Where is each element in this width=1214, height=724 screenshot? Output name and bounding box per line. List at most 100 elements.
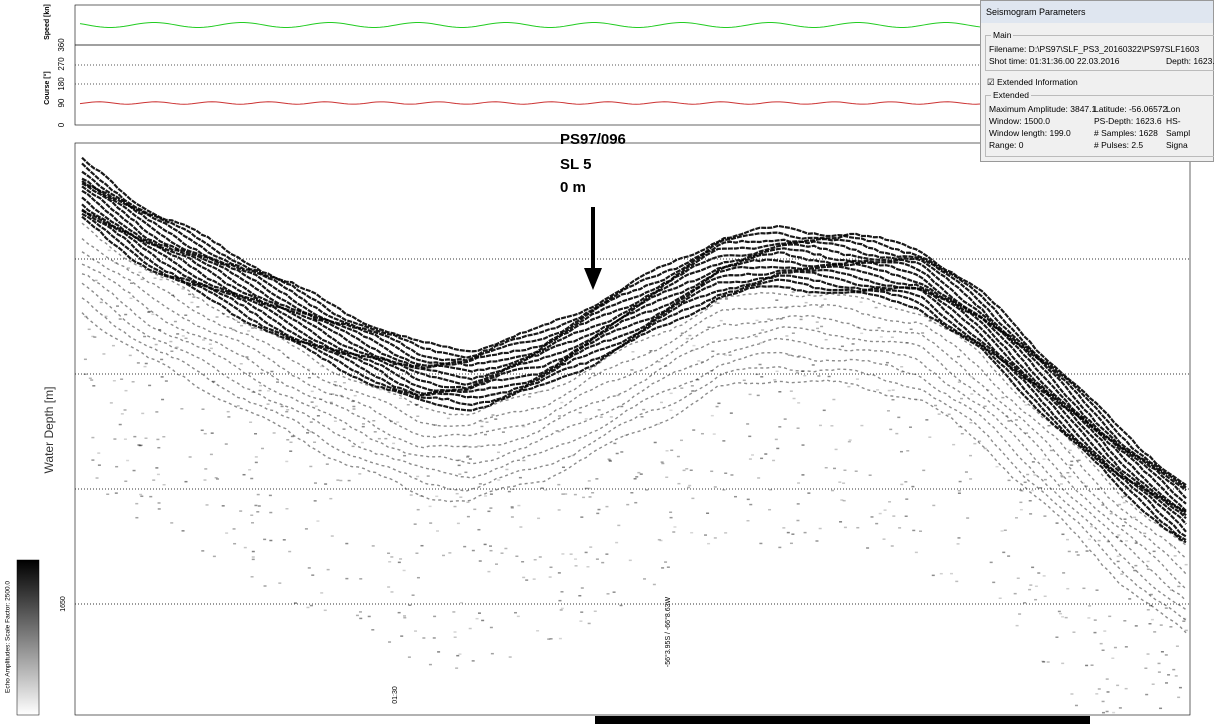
noise bbox=[464, 471, 468, 474]
noise bbox=[786, 531, 790, 534]
noise bbox=[171, 294, 175, 297]
reflector bbox=[81, 182, 1187, 512]
noise bbox=[489, 493, 493, 495]
noise bbox=[188, 456, 192, 458]
reflector bbox=[81, 215, 1187, 544]
noise bbox=[630, 369, 634, 371]
noise bbox=[722, 440, 726, 442]
noise bbox=[87, 328, 91, 331]
annotation: SL 5 bbox=[560, 156, 591, 173]
noise bbox=[457, 464, 461, 467]
noise bbox=[162, 435, 166, 438]
noise bbox=[201, 408, 205, 410]
noise bbox=[112, 380, 116, 382]
noise bbox=[664, 561, 668, 563]
noise bbox=[742, 379, 746, 382]
noise bbox=[729, 412, 733, 414]
noise bbox=[209, 453, 213, 456]
noise bbox=[90, 379, 94, 381]
noise bbox=[915, 398, 919, 401]
noise bbox=[778, 426, 782, 428]
noise bbox=[234, 319, 238, 321]
noise bbox=[652, 583, 656, 586]
noise bbox=[205, 504, 209, 506]
noise bbox=[537, 517, 541, 520]
noise bbox=[1177, 585, 1181, 588]
noise bbox=[1057, 610, 1061, 613]
field: PS-Depth: 1623.6 bbox=[1094, 116, 1162, 126]
noise bbox=[313, 441, 317, 443]
noise bbox=[579, 620, 583, 622]
noise bbox=[138, 271, 142, 274]
noise bbox=[116, 305, 120, 307]
noise bbox=[118, 318, 122, 320]
noise bbox=[353, 394, 357, 397]
noise bbox=[120, 378, 124, 380]
noise bbox=[389, 420, 393, 423]
noise bbox=[494, 418, 498, 420]
noise bbox=[270, 370, 274, 373]
noise bbox=[785, 335, 789, 337]
noise bbox=[152, 479, 156, 481]
noise bbox=[491, 414, 495, 416]
noise bbox=[330, 535, 334, 537]
noise bbox=[326, 568, 330, 571]
noise bbox=[387, 586, 391, 588]
noise bbox=[617, 524, 621, 527]
noise bbox=[138, 444, 142, 447]
noise bbox=[1105, 710, 1109, 713]
noise bbox=[601, 561, 605, 564]
noise bbox=[329, 401, 333, 404]
noise bbox=[170, 522, 174, 524]
noise bbox=[751, 454, 755, 456]
noise bbox=[1029, 513, 1033, 515]
noise bbox=[1055, 522, 1059, 524]
noise bbox=[1145, 693, 1149, 696]
noise bbox=[208, 343, 212, 345]
noise bbox=[1059, 612, 1063, 615]
noise bbox=[285, 410, 289, 413]
noise bbox=[605, 553, 609, 555]
noise bbox=[1093, 631, 1097, 634]
noise bbox=[1177, 696, 1181, 699]
noise bbox=[842, 499, 846, 502]
noise bbox=[485, 421, 489, 423]
noise bbox=[643, 578, 647, 580]
noise bbox=[626, 503, 630, 506]
noise bbox=[406, 404, 410, 406]
noise bbox=[399, 558, 403, 560]
noise bbox=[307, 368, 311, 371]
checkbox[interactable]: ☑ Extended Information bbox=[987, 77, 1078, 87]
noise bbox=[390, 591, 394, 593]
noise bbox=[868, 474, 872, 476]
noise bbox=[158, 328, 162, 331]
time-tick: 01:30 bbox=[392, 686, 399, 704]
noise bbox=[615, 452, 619, 455]
noise bbox=[879, 336, 883, 338]
noise bbox=[402, 569, 406, 572]
noise bbox=[669, 511, 673, 514]
noise bbox=[657, 361, 661, 363]
noise bbox=[966, 517, 970, 519]
reflector bbox=[81, 203, 1187, 525]
noise bbox=[616, 394, 620, 397]
noise bbox=[748, 435, 752, 438]
noise bbox=[489, 626, 493, 629]
noise bbox=[310, 390, 314, 393]
noise bbox=[679, 439, 683, 442]
noise bbox=[97, 464, 101, 466]
noise bbox=[159, 278, 163, 281]
noise bbox=[124, 389, 128, 392]
noise bbox=[333, 420, 337, 423]
depth-tick: 1650 bbox=[60, 596, 67, 612]
noise bbox=[842, 482, 846, 484]
noise bbox=[320, 592, 324, 594]
noise bbox=[1124, 687, 1128, 690]
noise bbox=[124, 313, 128, 316]
noise bbox=[709, 370, 713, 372]
noise bbox=[463, 545, 467, 548]
noise bbox=[225, 532, 229, 534]
noise bbox=[242, 473, 246, 476]
noise bbox=[571, 454, 575, 457]
